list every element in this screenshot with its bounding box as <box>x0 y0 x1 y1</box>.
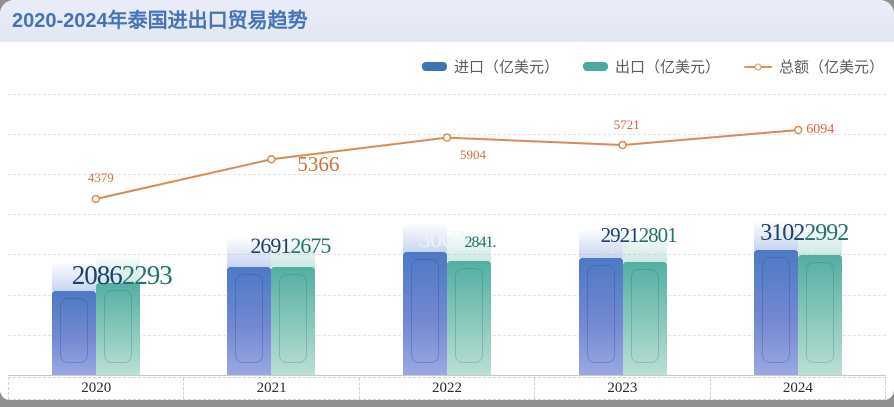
import-bar-2024[interactable] <box>754 222 799 375</box>
import-value-label: 2086 <box>71 259 123 290</box>
x-axis-label-2023: 2023 <box>535 378 711 399</box>
export-bar-2021[interactable] <box>271 239 316 375</box>
total-point-2023[interactable] <box>618 140 627 150</box>
total-point-2022[interactable] <box>442 133 452 142</box>
gridline <box>8 174 886 175</box>
legend-label-import: 进口（亿美元） <box>453 59 559 76</box>
export-value-label: 2293 <box>121 259 173 290</box>
import-bar-2021[interactable] <box>227 238 272 375</box>
gridline <box>8 254 886 256</box>
gridline <box>8 93 886 95</box>
line-marker-dot-icon <box>754 63 762 70</box>
import-bar-2022[interactable] <box>403 223 447 375</box>
legend-item-total[interactable]: 总额（亿美元） <box>743 56 884 77</box>
legend-label-total: 总额（亿美元） <box>778 59 884 76</box>
x-axis-band: 2020 2021 2022 2023 2024 <box>8 377 887 400</box>
total-point-2021[interactable] <box>267 155 276 164</box>
export-value-label: 2801 <box>638 222 678 247</box>
gridline <box>8 133 886 135</box>
export-value-label: 2992 <box>804 220 849 247</box>
total-value-label-2024: 6094 <box>806 122 835 138</box>
x-axis-label-2020: 2020 <box>9 378 185 399</box>
import-bar-2023[interactable] <box>578 229 623 375</box>
total-line-path <box>95 129 799 200</box>
bar-value-labels-2020: 2086 2293 <box>71 259 173 291</box>
total-line-swatch-icon <box>743 63 772 70</box>
export-bar-2022[interactable] <box>447 232 491 375</box>
chart-legend: 进口（亿美元） 出口（亿美元） 总额（亿美元） <box>421 56 884 77</box>
total-point-2020[interactable] <box>91 194 101 204</box>
x-axis-line <box>8 375 886 376</box>
total-value-label-2023: 5721 <box>613 117 640 133</box>
trade-trend-chart: 进口（亿美元） 出口（亿美元） 总额（亿美元） 2086 2293 2691 2675… <box>0 42 894 400</box>
export-bar-2023[interactable] <box>622 234 667 375</box>
export-value-label: 2841. <box>464 233 497 251</box>
export-bar-2020[interactable] <box>95 254 140 375</box>
export-bar-2024[interactable] <box>798 226 843 375</box>
import-value-label: 3063 <box>418 225 466 253</box>
import-value-label: 3102 <box>760 220 805 247</box>
bar-value-labels-2022: 3063 2841. <box>418 225 497 254</box>
total-point-2024[interactable] <box>793 125 803 135</box>
export-bar-swatch-icon <box>582 62 608 71</box>
import-bar-2020[interactable] <box>51 263 96 375</box>
bar-value-labels-2021: 2691 2675 <box>250 232 331 259</box>
total-value-label-2022: 5904 <box>460 146 486 162</box>
export-value-label: 2675 <box>290 232 331 258</box>
x-axis-label-2022: 2022 <box>360 378 536 399</box>
legend-item-export[interactable]: 出口（亿美元） <box>582 56 720 77</box>
total-value-label-2020: 4379 <box>87 169 114 185</box>
page-title: 2020-2024年泰国进出口贸易趋势 <box>0 0 894 42</box>
import-value-label: 2691 <box>250 232 291 258</box>
legend-label-export: 出口（亿美元） <box>614 59 720 76</box>
import-bar-swatch-icon <box>421 62 447 71</box>
legend-item-import[interactable]: 进口（亿美元） <box>421 56 559 77</box>
bar-value-labels-2023: 2921 2801 <box>600 222 678 248</box>
gridline <box>8 214 886 216</box>
x-axis-label-2024: 2024 <box>711 378 887 399</box>
x-axis-label-2021: 2021 <box>184 378 360 399</box>
import-value-label: 2921 <box>600 222 640 247</box>
bar-value-labels-2024: 3102 2992 <box>760 220 849 247</box>
total-value-label-2021: 5366 <box>297 152 340 177</box>
